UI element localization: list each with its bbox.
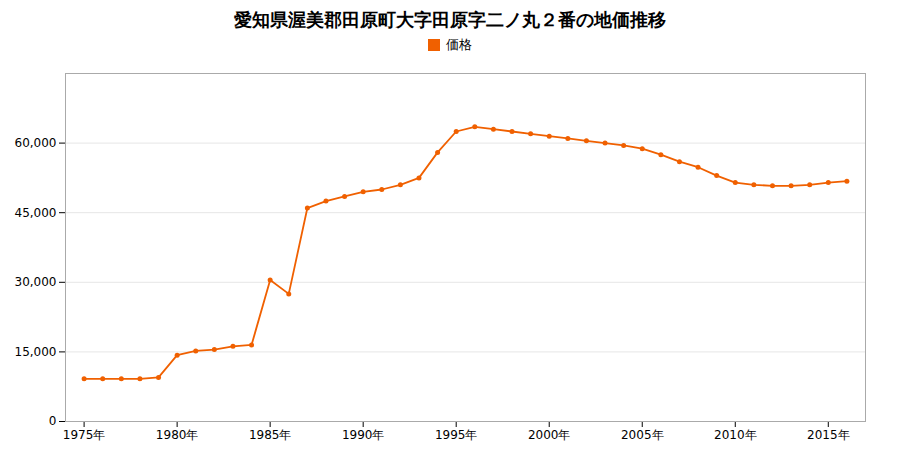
svg-text:1995年: 1995年	[435, 428, 478, 442]
svg-text:0: 0	[49, 414, 57, 428]
html-text:価格: 価格	[446, 37, 472, 52]
svg-text:1980年: 1980年	[156, 428, 199, 442]
svg-text:45,000: 45,000	[15, 206, 57, 220]
svg-text:2000年: 2000年	[528, 428, 571, 442]
svg-text:2015年: 2015年	[807, 428, 850, 442]
svg-text:60,000: 60,000	[15, 136, 57, 150]
svg-text:15,000: 15,000	[15, 345, 57, 359]
svg-text:2010年: 2010年	[714, 428, 757, 442]
html-text:愛知県渥美郡田原町大字田原字二ノ丸２番の地価推移: 愛知県渥美郡田原町大字田原字二ノ丸２番の地価推移	[234, 9, 666, 30]
svg-text:1990年: 1990年	[342, 428, 385, 442]
svg-text:30,000: 30,000	[15, 275, 57, 289]
svg-text:1985年: 1985年	[249, 428, 292, 442]
svg-text:1975年: 1975年	[63, 428, 106, 442]
svg-text:2005年: 2005年	[621, 428, 664, 442]
